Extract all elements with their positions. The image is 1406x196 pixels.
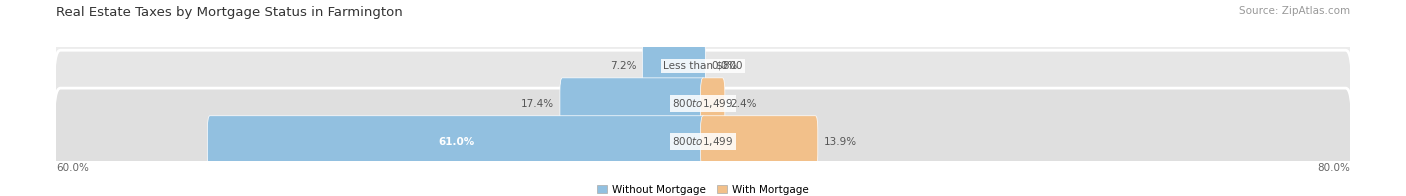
FancyBboxPatch shape [208,116,706,168]
Text: 80.0%: 80.0% [1317,163,1350,173]
Legend: Without Mortgage, With Mortgage: Without Mortgage, With Mortgage [593,180,813,196]
Text: 0.0%: 0.0% [711,61,737,71]
FancyBboxPatch shape [560,78,706,130]
Text: 60.0%: 60.0% [56,163,89,173]
Text: 61.0%: 61.0% [439,137,475,147]
Text: 17.4%: 17.4% [522,99,554,109]
FancyBboxPatch shape [53,12,1353,120]
FancyBboxPatch shape [53,50,1353,158]
Text: $800 to $1,499: $800 to $1,499 [672,135,734,148]
Text: Real Estate Taxes by Mortgage Status in Farmington: Real Estate Taxes by Mortgage Status in … [56,6,404,19]
Text: Less than $800: Less than $800 [664,61,742,71]
Text: 2.4%: 2.4% [731,99,756,109]
FancyBboxPatch shape [700,78,725,130]
FancyBboxPatch shape [53,88,1353,195]
Text: 13.9%: 13.9% [824,137,856,147]
FancyBboxPatch shape [700,116,818,168]
Text: Source: ZipAtlas.com: Source: ZipAtlas.com [1239,6,1350,16]
FancyBboxPatch shape [643,40,706,92]
Text: $800 to $1,499: $800 to $1,499 [672,97,734,110]
Text: 7.2%: 7.2% [610,61,637,71]
